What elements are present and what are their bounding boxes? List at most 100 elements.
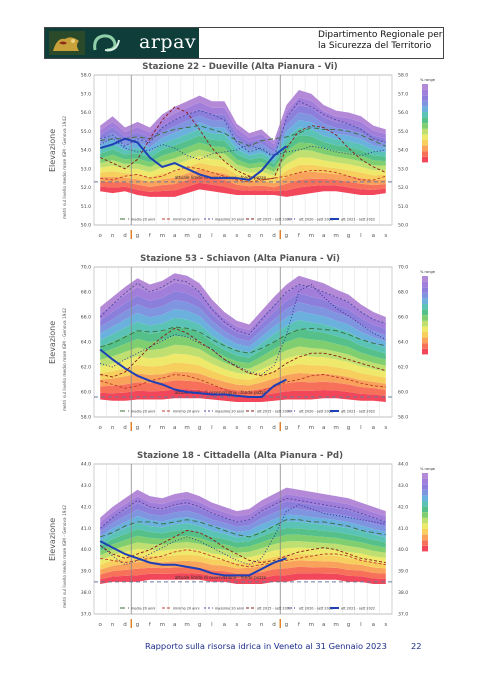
y-axis-label: Elevazione [48, 321, 57, 364]
y-tick-label: 39.0 [81, 569, 91, 575]
x-tick-label: a [173, 622, 176, 628]
x-tick-label: d [272, 233, 276, 239]
x-tick-label: l [360, 622, 362, 628]
scale-legend-swatch [422, 506, 428, 513]
x-tick-label: g [347, 233, 351, 239]
x-tick-label: n [260, 622, 264, 628]
y-tick-label-right: 37.0 [398, 612, 408, 618]
y-tick-label: 42.0 [81, 504, 91, 510]
x-tick-label: n [111, 622, 115, 628]
series-line [99, 279, 386, 336]
series-line [99, 497, 386, 529]
y-tick-label-right: 40.0 [398, 547, 408, 553]
x-tick-label: g [198, 233, 202, 239]
y-tick-label-right: 64.0 [398, 340, 408, 346]
scale-legend-swatch [422, 276, 428, 282]
year-marker [279, 619, 281, 628]
range-band [100, 487, 386, 523]
y-tick-label: 53.0 [81, 166, 91, 172]
range-band [100, 291, 386, 342]
y-axis-label-secondary: metri sul livello medio mare IGM - Genov… [62, 116, 68, 219]
scale-legend-swatch [422, 140, 428, 146]
scale-legend-swatch [422, 540, 428, 546]
threshold-label: attuale limite di osservazione - fondo p… [175, 575, 267, 580]
scale-legend-swatch [422, 298, 428, 304]
series-line [99, 529, 386, 564]
range-band [100, 282, 386, 336]
y-tick-label: 43.0 [81, 483, 91, 489]
chart-title-1: Stazione 22 - Dueville (Alta Pianura - V… [142, 62, 338, 72]
x-tick-label: s [235, 233, 238, 239]
x-tick-label: o [247, 622, 251, 628]
range-band [100, 528, 386, 551]
y-tick-label: 50.0 [81, 223, 91, 229]
x-tick-label: s [235, 622, 238, 628]
legend-label: minimo 20 anni [173, 218, 200, 222]
y-tick-label: 66.0 [81, 315, 91, 321]
x-tick-label: f [298, 425, 301, 431]
x-tick-label: l [211, 622, 213, 628]
year-marker [130, 422, 132, 431]
y-tick-label: 62.0 [81, 365, 91, 371]
footer-text: Rapporto sulla risorsa idrica in Veneto … [145, 641, 387, 651]
legend-label: ott 2015 - sett 2016 [257, 607, 291, 611]
scale-legend-swatch [422, 315, 428, 321]
legend-label: ott 2020 - sett 2021 [299, 607, 333, 611]
x-tick-label: f [149, 233, 152, 239]
header-title-line1: Dipartimento Regionale per [318, 30, 443, 40]
range-band [100, 541, 386, 561]
x-tick-label: m [333, 425, 338, 431]
y-tick-label-right: 52.0 [398, 185, 408, 191]
range-band [100, 176, 386, 192]
page-number: 22 [411, 641, 422, 651]
header-title: Dipartimento Regionale per la Sicurezza … [318, 30, 442, 52]
scale-legend-swatch [422, 495, 428, 501]
x-tick-label: d [272, 622, 276, 628]
x-tick-label: g [285, 233, 289, 239]
scale-legend-swatch [422, 534, 428, 541]
series-line [100, 166, 386, 183]
range-band [100, 155, 386, 180]
series-line [100, 549, 386, 568]
range-band [100, 566, 386, 580]
range-band [100, 97, 386, 149]
x-tick-label: m [184, 425, 189, 431]
x-tick-label: g [136, 425, 140, 431]
y-tick-label-right: 50.0 [398, 223, 408, 229]
y-tick-label-right: 38.0 [398, 590, 408, 596]
y-tick-label: 41.0 [81, 526, 91, 532]
x-tick-label: o [98, 622, 102, 628]
scale-legend-swatch [422, 128, 428, 135]
range-band [100, 162, 386, 184]
x-tick-label: l [360, 425, 362, 431]
scale-legend-swatch [422, 529, 428, 535]
x-tick-label: g [347, 425, 351, 431]
scale-legend-swatch [422, 320, 428, 327]
x-tick-label: a [223, 622, 226, 628]
x-tick-label: f [149, 622, 152, 628]
legend-label: massimo 20 anni [215, 410, 244, 414]
y-tick-label-right: 39.0 [398, 569, 408, 575]
y-tick-label-right: 53.0 [398, 166, 408, 172]
scale-legend-swatch [422, 89, 428, 96]
y-tick-label: 52.0 [81, 185, 91, 191]
y-tick-label: 60.0 [81, 390, 91, 396]
y-tick-label-right: 44.0 [398, 462, 408, 468]
x-tick-label: g [347, 622, 351, 628]
x-tick-label: a [322, 425, 325, 431]
range-band [100, 380, 386, 397]
y-tick-label: 70.0 [81, 265, 91, 271]
x-tick-label: n [111, 425, 115, 431]
range-band [100, 344, 386, 375]
y-tick-label-right: 55.0 [398, 129, 408, 135]
x-tick-label: f [298, 622, 301, 628]
range-band [100, 127, 386, 164]
x-tick-label: a [322, 233, 325, 239]
x-tick-label: o [247, 425, 251, 431]
range-band [100, 300, 386, 347]
y-axis-label-secondary: metri sul livello medio mare IGM - Genov… [62, 308, 68, 411]
range-band [100, 182, 386, 197]
scale-legend-swatch [422, 489, 428, 496]
x-tick-label: m [184, 233, 189, 239]
scale-legend-swatch [422, 501, 428, 507]
